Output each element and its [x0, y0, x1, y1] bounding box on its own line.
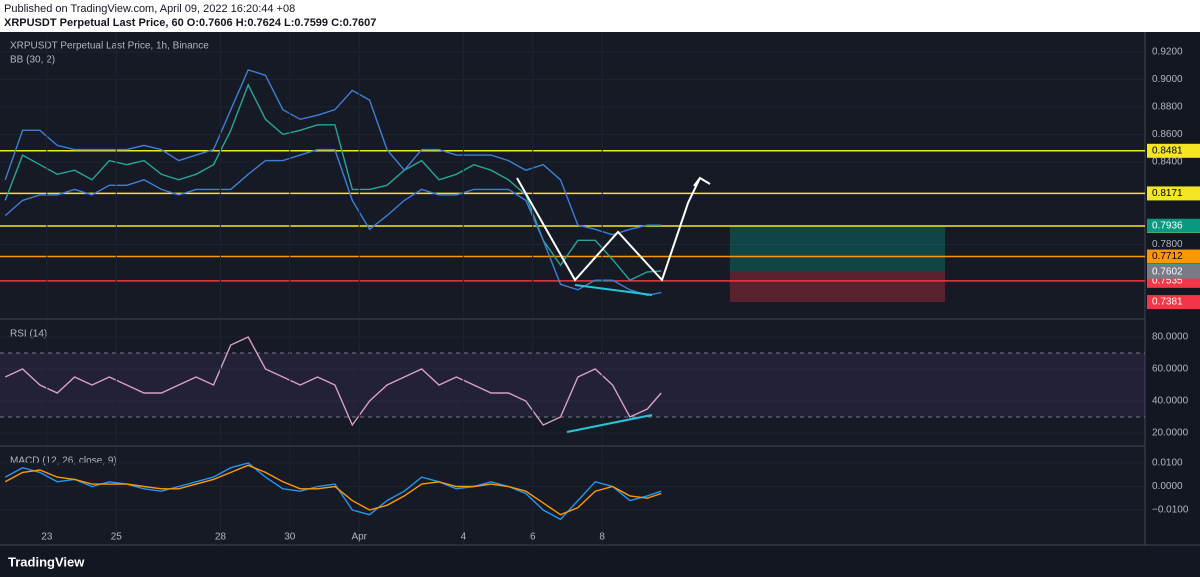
price-marker-label: 0.7381 [1152, 297, 1183, 308]
y-tick-label: 80.0000 [1152, 332, 1189, 343]
drawing-arrowhead [693, 176, 711, 187]
plot: XRPUSDT Perpetual Last Price, 1h, Binanc… [0, 32, 1200, 545]
rsi-band [0, 352, 1145, 417]
price-marker-badge [1147, 295, 1200, 310]
x-tick-label: 8 [599, 532, 605, 543]
y-tick-label: 0.0100 [1152, 458, 1183, 469]
price-marker-badge [1147, 264, 1200, 279]
stop-zone [729, 271, 946, 303]
drawing-zigzag [516, 177, 701, 282]
level-label: 0.7712 [1152, 251, 1183, 262]
series-line [4, 464, 662, 516]
level-badge [1147, 186, 1200, 201]
divergence-line [574, 284, 653, 296]
divergence-line [566, 414, 653, 433]
y-tick-label: 0.8400 [1152, 157, 1183, 168]
level-label: 0.7535 [1152, 276, 1183, 287]
y-tick-label: 0.8600 [1152, 129, 1183, 140]
y-tick-label: 60.0000 [1152, 364, 1189, 375]
target-zone [729, 225, 946, 272]
x-tick-label: Apr [351, 532, 367, 543]
series-line [4, 336, 662, 427]
y-tick-label: 0.7800 [1152, 239, 1183, 250]
y-tick-label: 20.0000 [1152, 428, 1189, 439]
price-marker-badge [1147, 218, 1200, 233]
series-line [4, 68, 662, 236]
level-label: 0.8481 [1152, 145, 1183, 156]
level-badge [1147, 249, 1200, 264]
ohlc-text: XRPUSDT Perpetual Last Price, 60 O:0.760… [4, 17, 376, 29]
x-tick-label: 4 [461, 532, 467, 543]
series-line [4, 148, 662, 297]
x-tick-label: 23 [41, 532, 53, 543]
y-tick-label: 0.9200 [1152, 47, 1183, 58]
level-badge [1147, 143, 1200, 158]
level-label: 0.8171 [1152, 188, 1183, 199]
x-tick-label: 28 [215, 532, 227, 543]
pane-title: MACD (12, 26, close, 9) [10, 456, 117, 467]
y-tick-label: −0.0100 [1152, 505, 1189, 516]
pane-title: XRPUSDT Perpetual Last Price, 1h, Binanc… [10, 41, 209, 52]
series-line [4, 462, 662, 521]
x-tick-label: 6 [530, 532, 536, 543]
y-tick-label: 0.9000 [1152, 74, 1183, 85]
pane-title: RSI (14) [10, 329, 47, 340]
published-text: Published on TradingView.com, April 09, … [4, 3, 295, 15]
y-tick-label: 0.8800 [1152, 102, 1183, 113]
y-tick-label: 0.0000 [1152, 481, 1183, 492]
logo: TradingView [8, 554, 85, 569]
pane-subtitle: BB (30, 2) [10, 55, 55, 66]
y-tick-label: 40.0000 [1152, 396, 1189, 407]
series-line [4, 83, 662, 282]
price-marker-label: 0.7936 [1152, 220, 1183, 231]
price-marker-label: 0.7602 [1152, 266, 1183, 277]
x-tick-label: 30 [284, 532, 296, 543]
x-tick-label: 25 [111, 532, 123, 543]
header-bar [0, 0, 1200, 32]
